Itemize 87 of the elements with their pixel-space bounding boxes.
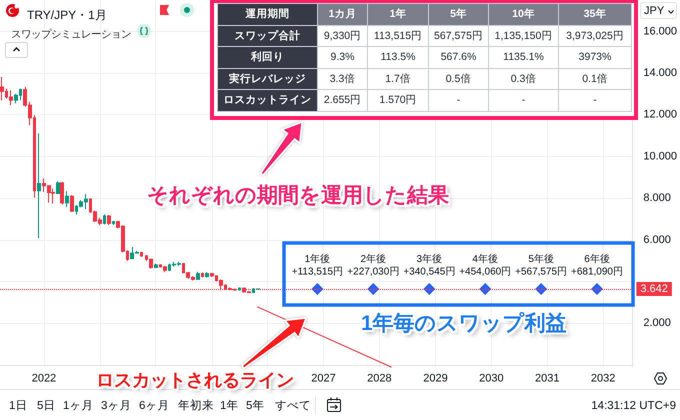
- text: 1年: [220, 399, 238, 413]
- candlestick: [65, 190, 69, 208]
- text: 1日: [9, 399, 28, 413]
- text: 1135.1%: [503, 51, 544, 64]
- category-label: 1カ月: [318, 4, 368, 25]
- candlestick: [149, 258, 153, 270]
- text: 1.570円: [379, 94, 417, 106]
- text: スワップシミュレーション: [11, 28, 131, 40]
- data-label: 6年後 +681,090円: [570, 252, 623, 278]
- text: 3,973,025円: [566, 30, 624, 42]
- ref-line-label: 3.642: [640, 282, 668, 295]
- text: 1,135,150円: [494, 30, 552, 42]
- candlestick: [103, 214, 106, 225]
- text: 6ヶ月: [139, 399, 170, 413]
- candlestick: [201, 272, 204, 278]
- candlestick: [60, 181, 64, 206]
- x-tick-label: 2031: [534, 372, 560, 384]
- annotation: それぞれの期間を運用した結果: [147, 183, 449, 208]
- candlestick: [51, 188, 55, 204]
- unit-dropdown: JPY: [640, 2, 677, 19]
- text: TRY/JPY・1月: [27, 8, 107, 22]
- y-tick-label: 12.000: [643, 108, 678, 121]
- y-tick-label: 8.000: [643, 192, 671, 204]
- text: 14:31:12 UTC+9: [591, 399, 676, 413]
- text: 9,330円: [324, 30, 362, 42]
- x-tick-label: 2030: [479, 372, 504, 384]
- text: 3973%: [578, 51, 612, 64]
- candlestick: [140, 251, 143, 258]
- candlestick: [210, 272, 214, 278]
- candlestick: [163, 265, 167, 273]
- text: ロスカットされるライン: [96, 370, 294, 392]
- text: 2.655円: [324, 94, 362, 106]
- text: 5年: [246, 399, 264, 413]
- y-tick-label: 6.000: [643, 234, 671, 246]
- x-tick-label: 2027: [311, 372, 336, 384]
- y-tick-label: 10.000: [643, 150, 678, 162]
- category-label: 1年: [368, 4, 428, 25]
- text: すべて: [275, 399, 311, 413]
- candlestick: [205, 272, 209, 278]
- category-label: ロスカットライン: [224, 94, 312, 106]
- candlestick: [238, 286, 241, 292]
- candlestick: [196, 271, 200, 280]
- candlestick: [70, 194, 74, 212]
- y-tick-label: 2.000: [643, 317, 671, 330]
- text: 113.5%: [380, 51, 416, 64]
- text: 年初来: [178, 399, 214, 413]
- annotation: 1年毎のスワップ利益: [361, 311, 567, 336]
- category-label: 利回り: [251, 51, 284, 64]
- candlestick: [9, 90, 13, 106]
- candlestick: [56, 180, 60, 195]
- text: 3.3倍: [330, 72, 356, 85]
- candlestick: [112, 220, 115, 226]
- data-label: 2年後 +227,030円: [347, 252, 400, 278]
- data-label: 4年後 +454,060円: [459, 252, 512, 278]
- data-label: 5年後 +567,575円: [515, 252, 568, 278]
- x-tick-label: 2032: [590, 372, 616, 384]
- text: 運用期間: [218, 4, 318, 25]
- text: 3ヶ月: [101, 399, 132, 413]
- data-label: 1年後 +113,515円: [292, 252, 344, 278]
- candlestick: [0, 76, 4, 101]
- category-label: 5年: [428, 4, 488, 25]
- text: 0.5倍: [446, 72, 472, 85]
- x-tick-label: 2028: [367, 372, 392, 384]
- y-tick-label: 14.000: [643, 66, 678, 79]
- category-label: 35年: [558, 4, 632, 25]
- data-label: 3年後 +340,545円: [403, 252, 456, 278]
- text: -: [593, 94, 597, 106]
- candlestick: [37, 132, 41, 239]
- text: 567,575円: [434, 30, 483, 42]
- text: 5日: [37, 399, 56, 413]
- category-label: 10年: [488, 4, 558, 25]
- text: 1.7倍: [385, 72, 411, 85]
- text: 0.3倍: [510, 72, 536, 85]
- category-label: 実行レバレッジ: [229, 72, 306, 85]
- x-tick-label: 2022: [32, 372, 56, 384]
- text: 0.1倍: [582, 72, 608, 85]
- text: -: [522, 94, 526, 106]
- text: -: [456, 94, 460, 106]
- text: 567.6%: [440, 51, 476, 64]
- text: 1ヶ月: [63, 399, 94, 413]
- category-label: スワップ合計: [234, 30, 300, 42]
- x-tick-label: 2029: [423, 372, 448, 384]
- candlestick: [107, 214, 111, 226]
- text: 9.3%: [330, 51, 354, 64]
- text: 113,515円: [374, 30, 422, 42]
- y-tick-label: 16.000: [643, 25, 678, 38]
- candlestick: [154, 263, 158, 269]
